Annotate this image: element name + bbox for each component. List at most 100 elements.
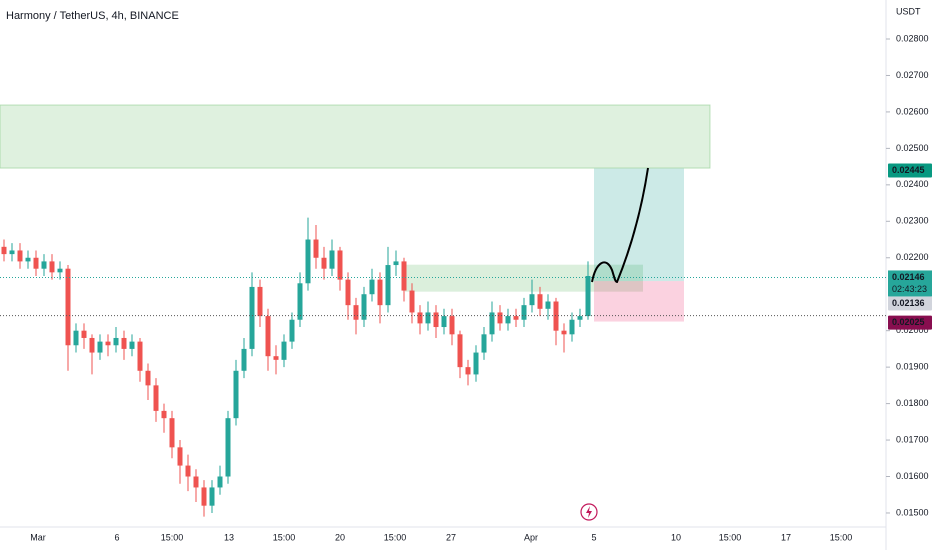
candle-body — [257, 286, 263, 317]
y-tick-label: 0.02700 — [896, 70, 929, 80]
x-tick-label: 20 — [335, 532, 345, 542]
candle-body — [481, 334, 487, 353]
candle-body — [17, 250, 23, 262]
candle-body — [353, 305, 359, 320]
y-tick-label: 0.02300 — [896, 216, 929, 226]
chart-title: Harmony / TetherUS, 4h, BINANCE — [6, 10, 179, 22]
candle-body — [369, 279, 375, 295]
candle-body — [425, 312, 431, 324]
candle-body — [73, 330, 79, 346]
y-tick-label: 0.02500 — [896, 143, 929, 153]
last-price-label: 0.02146 — [892, 272, 925, 282]
entry-label-bg — [888, 296, 932, 311]
candle-body — [1, 246, 7, 255]
candle-body — [153, 385, 159, 411]
drawing — [591, 167, 649, 284]
y-tick-label: 0.02600 — [896, 106, 929, 116]
candle-body — [41, 261, 47, 269]
candle-body — [513, 316, 519, 320]
candle-body — [489, 312, 495, 335]
candle-body — [433, 312, 439, 328]
candle-body — [81, 330, 87, 338]
y-tick-label: 0.01800 — [896, 398, 929, 408]
candle-body — [545, 301, 551, 309]
candle-body — [249, 286, 255, 349]
candle-body — [377, 279, 383, 306]
x-tick-label: 15:00 — [830, 532, 853, 542]
candle-body — [297, 283, 303, 320]
currency-label: USDT — [896, 6, 921, 16]
loss-area — [594, 281, 684, 322]
candle-body — [497, 312, 503, 324]
stop-label-bg — [888, 315, 932, 330]
x-tick-label: 15:00 — [719, 532, 742, 542]
event-icon — [580, 503, 598, 521]
candle-body — [185, 465, 191, 477]
candle-body — [121, 337, 127, 349]
x-tick-label: 15:00 — [273, 532, 296, 542]
candle-body — [281, 341, 287, 360]
last-price-bg — [888, 270, 932, 297]
candle-body — [145, 370, 151, 386]
candle-body — [305, 239, 311, 284]
candle-body — [529, 294, 535, 306]
candle-body — [449, 316, 455, 335]
candle-body — [241, 348, 247, 371]
candle-body — [505, 316, 511, 324]
candle-body — [441, 316, 447, 328]
candle-body — [129, 341, 135, 349]
candle-body — [265, 316, 271, 357]
candle-body — [9, 250, 15, 255]
candle-body — [89, 337, 95, 353]
y-tick-label: 0.02400 — [896, 179, 929, 189]
candle-body — [361, 294, 367, 320]
candle-body — [577, 316, 583, 320]
profit-area — [594, 168, 684, 282]
x-tick-label: Mar — [30, 532, 46, 542]
candle-body — [65, 268, 71, 346]
y-tick-label: 0.01900 — [896, 362, 929, 372]
target-label: 0.02445 — [892, 165, 925, 175]
candle-body — [57, 268, 63, 273]
y-tick-label: 0.02000 — [896, 325, 929, 335]
x-tick-label: 6 — [114, 532, 119, 542]
candle-body — [161, 410, 167, 419]
candle-body — [169, 418, 175, 448]
x-tick-label: 27 — [446, 532, 456, 542]
candle-body — [289, 319, 295, 342]
countdown-label: 02:43:23 — [892, 284, 927, 294]
candle-body — [521, 305, 527, 320]
candle-body — [385, 265, 391, 306]
candle-body — [401, 261, 407, 291]
candle-body — [409, 290, 415, 313]
candle-body — [569, 319, 575, 335]
entry-label: 0.02136 — [892, 298, 925, 308]
x-tick-label: 15:00 — [384, 532, 407, 542]
candle-body — [97, 341, 103, 353]
candle-body — [193, 476, 199, 488]
target-label-bg — [888, 163, 932, 178]
candle-body — [177, 447, 183, 466]
x-tick-label: 17 — [781, 532, 791, 542]
range-zone — [405, 264, 643, 292]
x-tick-label: Apr — [524, 532, 538, 542]
candle-body — [329, 250, 335, 269]
x-tick-label: 13 — [224, 532, 234, 542]
candle-body — [201, 487, 207, 506]
y-tick-label: 0.01500 — [896, 507, 929, 517]
candle-body — [225, 418, 231, 477]
stop-label: 0.02025 — [892, 317, 925, 327]
candle-body — [417, 312, 423, 324]
candle-body — [49, 261, 55, 273]
candle-body — [345, 279, 351, 306]
target-zone — [0, 104, 711, 169]
candle-body — [585, 275, 591, 317]
candle-body — [105, 341, 111, 346]
candle-body — [473, 352, 479, 375]
candle-body — [321, 257, 327, 269]
y-tick-label: 0.01600 — [896, 471, 929, 481]
candle-body — [33, 257, 39, 269]
candle-body — [337, 250, 343, 280]
